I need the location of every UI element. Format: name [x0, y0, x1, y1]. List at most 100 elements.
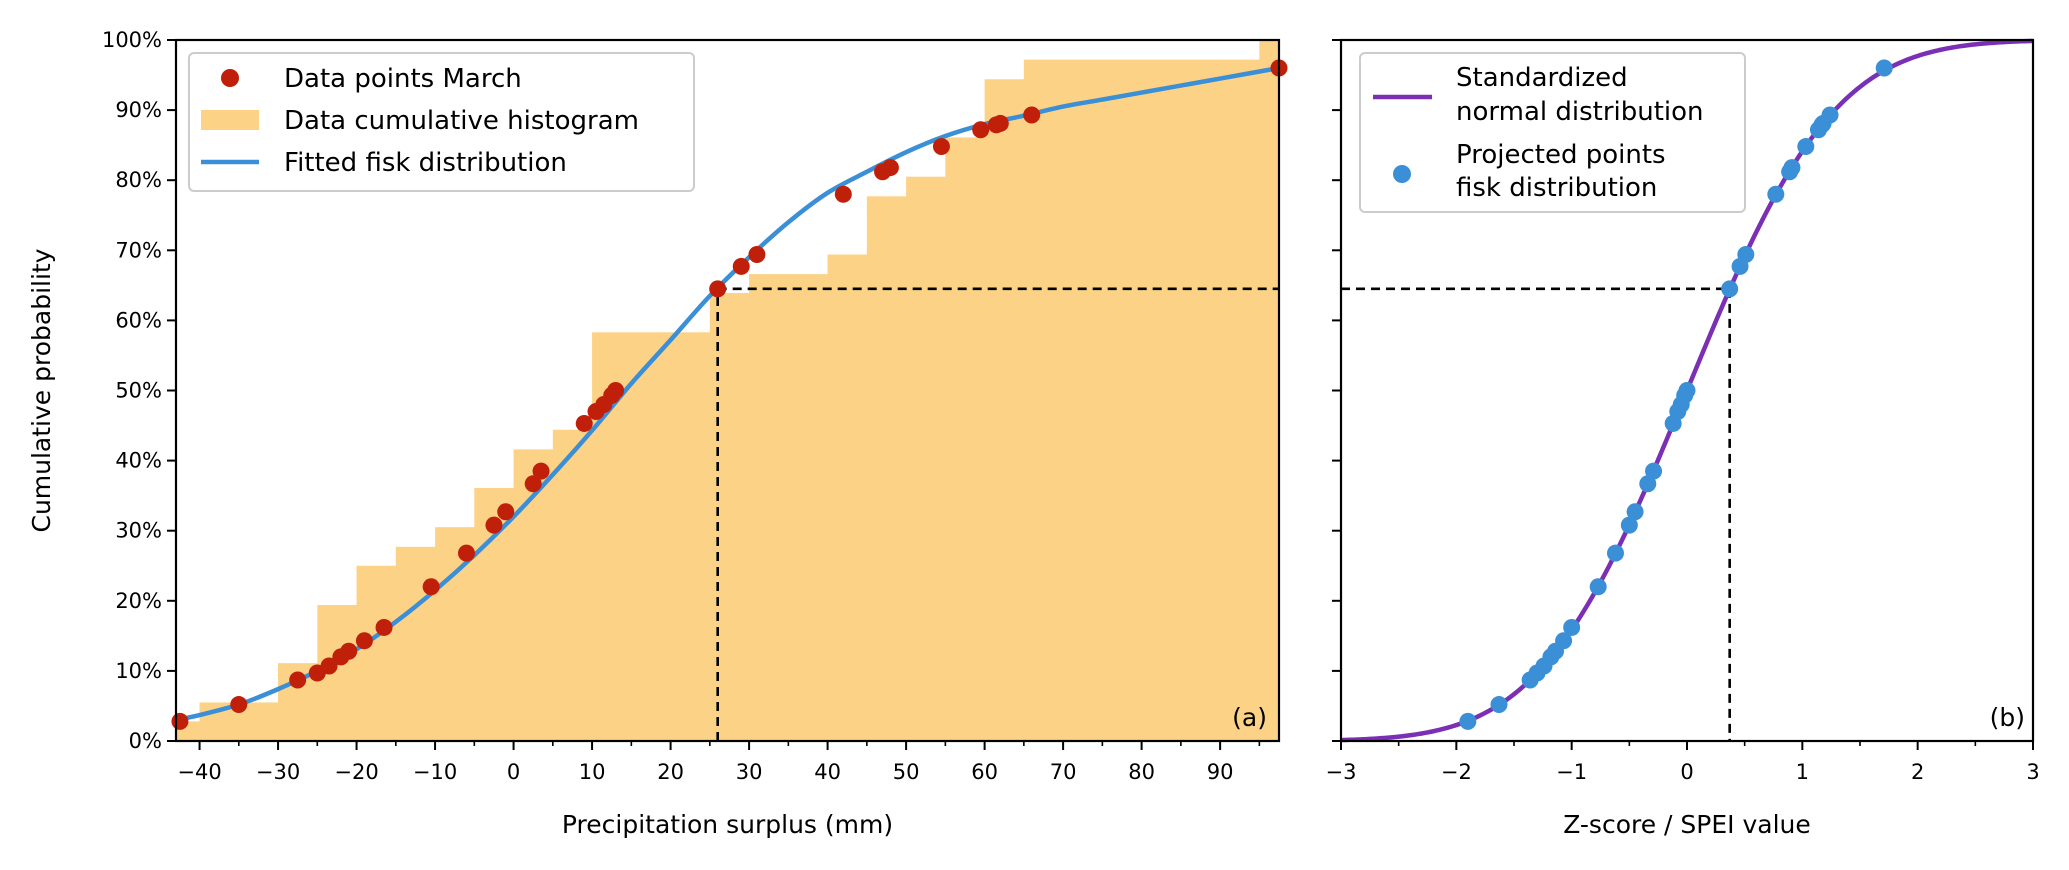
x-axis-ticks: −40 −30 −20 −10 0 10 20 30 40 50 60 70 80 90	[177, 741, 1261, 784]
data-point	[230, 696, 248, 714]
histogram-bar	[984, 79, 1025, 742]
x-tick-label: 60	[971, 760, 998, 784]
x-tick-label: 3	[2026, 760, 2039, 784]
data-point	[972, 121, 990, 139]
data-point	[524, 475, 542, 493]
y-tick-label: 60%	[115, 308, 162, 332]
x-tick-label: 0	[1680, 760, 1693, 784]
y-tick-label: 70%	[115, 238, 162, 262]
x-axis-ticks: −3 −2 −1 0 1 2 3	[1326, 741, 2040, 784]
y-tick-label: 40%	[115, 449, 162, 473]
histogram-bar	[395, 546, 436, 741]
y-tick-label: 10%	[115, 659, 162, 683]
histogram-bar	[356, 565, 397, 741]
projected-point	[1626, 503, 1644, 521]
legend-items: Data points March Data cumulative histogr…	[201, 64, 639, 178]
projected-point	[1797, 138, 1815, 156]
data-points	[171, 59, 1288, 730]
panel-b: −3 −2 −1 0 1 2 3 Z-score / SPEI value (b) Stan…	[1326, 38, 2040, 839]
data-point	[991, 114, 1009, 132]
histogram-bar	[827, 254, 868, 742]
x-tick-label: 0	[507, 760, 520, 784]
histogram-bar	[1023, 59, 1260, 742]
data-point	[748, 246, 766, 264]
data-point	[340, 642, 358, 660]
data-point	[575, 414, 593, 432]
legend-label: Data points March	[284, 64, 522, 94]
legend-box	[1359, 52, 1746, 213]
data-point	[932, 138, 950, 156]
projected-point	[1589, 578, 1607, 596]
legend: Standardized normal distribution Projected…	[1359, 52, 1746, 213]
legend-label: Projected points	[1456, 140, 1666, 170]
projected-point	[1563, 618, 1581, 636]
legend-label: Standardized	[1456, 63, 1628, 93]
projected-point	[1459, 712, 1477, 730]
data-point	[532, 462, 550, 480]
histogram-bar	[670, 332, 711, 741]
data-point	[1023, 106, 1041, 124]
x-tick-label: 50	[893, 760, 920, 784]
panel-a: 0% 10% 20% 30% 40% 50% 60% 70% 80% 90% 100% −40 −30…	[27, 28, 1288, 839]
x-tick-label: 20	[657, 760, 684, 784]
x-tick-label: 2	[1911, 760, 1924, 784]
legend-label: fisk distribution	[1456, 173, 1657, 203]
panel-label: (b)	[1990, 703, 2025, 732]
data-point	[171, 712, 189, 730]
y-tick-label: 80%	[115, 168, 162, 192]
histogram-bar	[906, 176, 946, 741]
y-tick-label: 0%	[129, 729, 162, 753]
panel-label: (a)	[1232, 703, 1267, 732]
histogram-bar	[866, 196, 907, 741]
y-tick-label: 100%	[102, 28, 162, 52]
projected-point	[1645, 462, 1663, 480]
data-point	[289, 671, 307, 689]
x-tick-label: 90	[1207, 760, 1234, 784]
legend-items: Standardized normal distribution Projected…	[1373, 63, 1704, 203]
data-point	[709, 280, 727, 298]
data-point	[732, 257, 750, 275]
x-tick-label: 40	[814, 760, 841, 784]
data-point	[607, 382, 625, 399]
x-tick-label: 30	[736, 760, 763, 784]
x-tick-label: −3	[1326, 760, 1357, 784]
y-tick-label: 20%	[115, 589, 162, 613]
x-tick-label: −10	[413, 760, 457, 784]
legend-label: Fitted fisk distribution	[284, 148, 567, 178]
projected-point	[1875, 59, 1893, 77]
x-axis-label: Precipitation surplus (mm)	[562, 810, 893, 839]
x-tick-label: 10	[579, 760, 606, 784]
data-point	[320, 657, 338, 675]
projected-point	[1620, 516, 1638, 534]
y-axis-ticks	[1332, 39, 1341, 742]
projected-point	[1678, 382, 1696, 399]
legend-box	[188, 52, 695, 192]
data-point	[355, 632, 373, 650]
projected-point	[1783, 159, 1801, 177]
reference-lines	[1341, 287, 1731, 741]
reference-lines	[716, 287, 1279, 741]
x-tick-label: −40	[177, 760, 221, 784]
legend-label: normal distribution	[1456, 97, 1704, 127]
legend-marker-points	[221, 69, 239, 87]
projected-point	[1639, 475, 1657, 493]
projected-points	[1459, 59, 1893, 730]
data-point	[497, 503, 515, 521]
x-tick-label: −1	[1556, 760, 1587, 784]
data-point	[375, 618, 393, 636]
y-tick-label: 90%	[115, 98, 162, 122]
histogram-bar	[749, 274, 829, 741]
legend: Data points March Data cumulative histogr…	[188, 52, 695, 192]
cumulative-histogram	[176, 40, 1280, 742]
projected-point	[1767, 185, 1785, 203]
x-tick-label: 80	[1128, 760, 1155, 784]
histogram-bar	[945, 137, 986, 742]
data-point	[457, 544, 475, 562]
projected-point	[1737, 246, 1755, 264]
x-tick-label: 70	[1050, 760, 1077, 784]
x-tick-label: −20	[334, 760, 378, 784]
x-axis-label: Z-score / SPEI value	[1563, 810, 1811, 839]
projected-point	[1490, 696, 1508, 714]
projected-point	[1821, 106, 1839, 124]
